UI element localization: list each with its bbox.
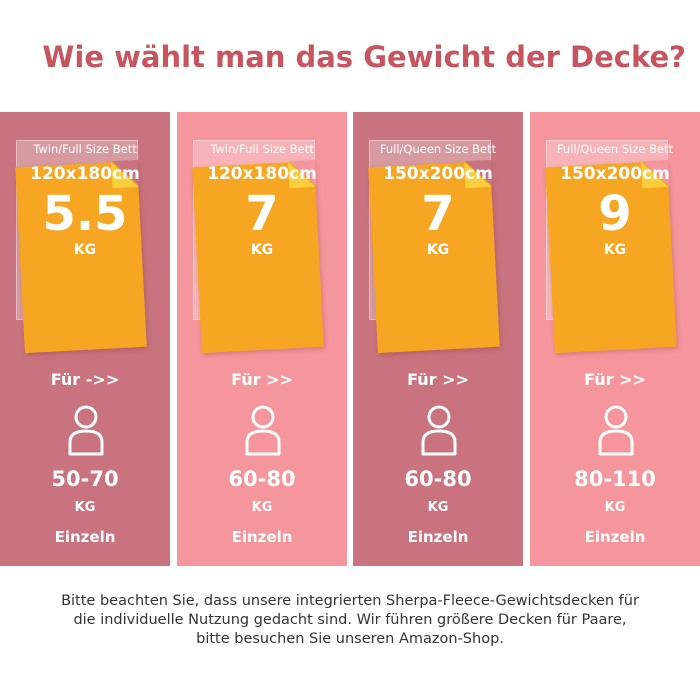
bed-size-label: Twin/Full Size Bett <box>33 142 137 156</box>
person-outline-icon <box>245 405 281 456</box>
page-title: Wie wählt man das Gewicht der Decke? <box>42 40 686 74</box>
bed-size-label: Twin/Full Size Bett <box>210 142 314 156</box>
blanket-weight: 7 <box>421 186 455 242</box>
person-outline-icon <box>421 405 457 456</box>
for-label: Für ->> <box>50 370 120 389</box>
person-outline-icon <box>598 405 634 456</box>
blanket-weight: 7 <box>245 186 279 242</box>
footnote-line-3: bitte besuchen Sie unseren Amazon-Shop. <box>196 631 504 647</box>
blanket-card-content: 150x200cm 7 KG <box>353 164 523 258</box>
usage-label: Einzeln <box>407 528 469 546</box>
person-weight-unit: KG <box>604 500 626 515</box>
person-outline-icon <box>68 405 104 456</box>
footnote-line-1: Bitte beachten Sie, dass unsere integrie… <box>61 593 639 609</box>
usage-label: Einzeln <box>231 528 293 546</box>
blanket-card-content: 150x200cm 9 KG <box>530 164 700 258</box>
blanket-card-content: 120x180cm 5.5 KG <box>0 164 170 258</box>
weight-column-2: Twin/Full Size Bett 120x180cm 7 KG Für >… <box>177 112 347 566</box>
person-weight-unit: KG <box>251 500 273 515</box>
person-weight-range: 60-80 <box>228 467 296 491</box>
for-label: Für >> <box>231 370 293 389</box>
bed-size-label: Full/Queen Size Bett <box>379 142 497 156</box>
blanket-weight-unit: KG <box>250 242 274 258</box>
blanket-weight-unit: KG <box>426 242 450 258</box>
weight-columns: Twin/Full Size Bett 120x180cm 5.5 KG Für… <box>0 112 700 566</box>
for-label: Für >> <box>584 370 646 389</box>
person-weight-range: 50-70 <box>51 467 119 491</box>
person-weight-unit: KG <box>74 500 96 515</box>
usage-label: Einzeln <box>584 528 646 546</box>
weight-column-4: Full/Queen Size Bett 150x200cm 9 KG Für … <box>530 112 700 566</box>
blanket-dimensions: 150x200cm <box>560 164 670 184</box>
usage-label: Einzeln <box>54 528 116 546</box>
footnote: Bitte beachten Sie, dass unsere integrie… <box>0 592 700 649</box>
weight-column-1: Twin/Full Size Bett 120x180cm 5.5 KG Für… <box>0 112 170 566</box>
blanket-weight: 9 <box>598 186 632 242</box>
blanket-weight: 5.5 <box>42 186 128 242</box>
for-label: Für >> <box>407 370 469 389</box>
person-weight-range: 60-80 <box>404 467 472 491</box>
blanket-dimensions: 120x180cm <box>207 164 317 184</box>
person-weight-range: 80-110 <box>574 467 656 491</box>
blanket-dimensions: 120x180cm <box>30 164 140 184</box>
blanket-weight-unit: KG <box>73 242 97 258</box>
weight-column-3: Full/Queen Size Bett 150x200cm 7 KG Für … <box>353 112 523 566</box>
person-weight-unit: KG <box>427 500 449 515</box>
bed-size-label: Full/Queen Size Bett <box>556 142 674 156</box>
blanket-weight-unit: KG <box>603 242 627 258</box>
footnote-line-2: die individuelle Nutzung gedacht sind. W… <box>73 612 627 628</box>
blanket-dimensions: 150x200cm <box>383 164 493 184</box>
blanket-card-content: 120x180cm 7 KG <box>177 164 347 258</box>
